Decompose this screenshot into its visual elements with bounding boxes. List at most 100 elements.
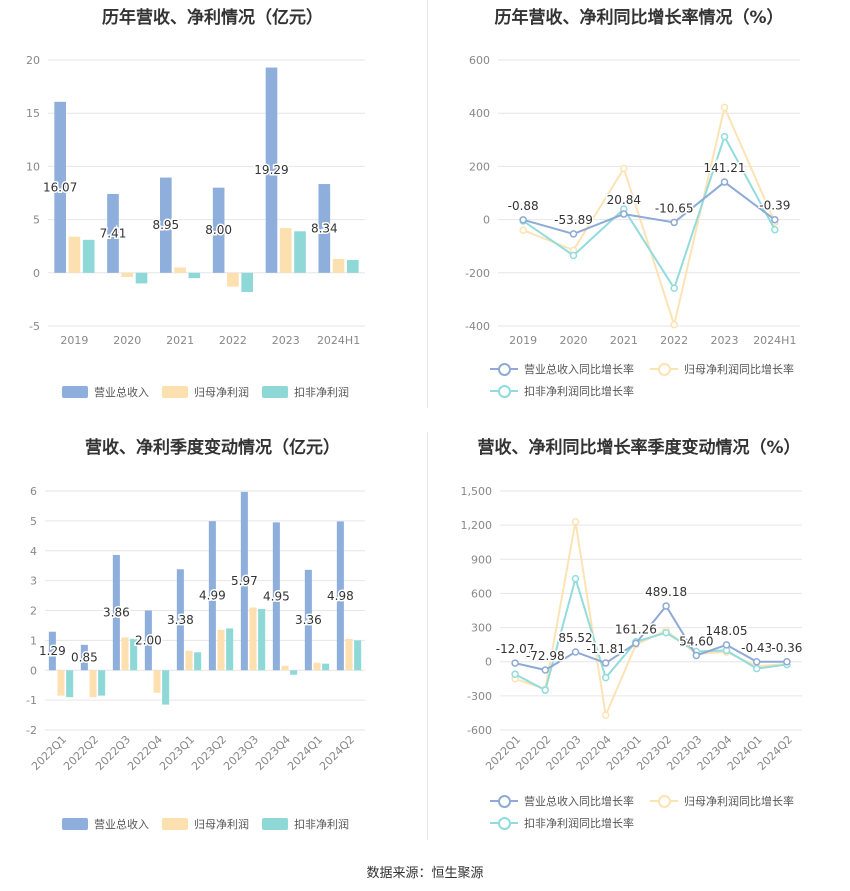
bar[interactable]	[258, 609, 266, 671]
data-point[interactable]	[620, 210, 628, 218]
bar[interactable]	[185, 650, 193, 671]
data-point[interactable]	[720, 178, 729, 186]
chart-annual-bar: -5 0 5 10 15 20 2019 2020 2021 2022 2023 2024H1 16.0…	[26, 54, 365, 347]
legend-item-revenue[interactable]: 营业总收入	[62, 816, 149, 832]
data-point[interactable]	[571, 574, 580, 583]
bar[interactable]	[249, 607, 257, 671]
bar[interactable]	[279, 228, 292, 273]
bar[interactable]	[240, 491, 248, 671]
data-point[interactable]	[571, 517, 580, 526]
legend-item-deducted-profit[interactable]: 扣非净利润	[262, 384, 349, 400]
data-point[interactable]	[620, 164, 628, 173]
bar[interactable]	[265, 67, 278, 273]
series-line	[522, 104, 776, 329]
data-point[interactable]	[511, 670, 519, 678]
data-point[interactable]	[752, 658, 761, 666]
data-point[interactable]	[670, 284, 678, 292]
bar[interactable]	[107, 193, 119, 273]
legend-item-net-profit-growth[interactable]: 归母净利润同比增长率	[650, 361, 794, 377]
bar[interactable]	[188, 272, 201, 279]
legend-item-net-profit[interactable]: 归母净利润	[162, 816, 249, 832]
data-point[interactable]	[662, 602, 670, 610]
chart-quarterly-line: -600-30003006009001,2001,5002022Q12022Q2…	[461, 485, 804, 773]
data-point[interactable]	[519, 226, 527, 234]
bar[interactable]	[336, 521, 344, 671]
legend-item-revenue-growth[interactable]: 营业总收入同比增长率	[490, 793, 634, 809]
bar[interactable]	[66, 670, 74, 698]
legend-item-deducted-profit[interactable]: 扣非净利润	[262, 816, 349, 832]
bar[interactable]	[68, 236, 81, 273]
data-point[interactable]	[601, 673, 610, 682]
data-point[interactable]	[541, 686, 550, 694]
bar[interactable]	[82, 239, 95, 273]
bar[interactable]	[57, 670, 65, 696]
bar[interactable]	[226, 628, 234, 671]
bar[interactable]	[135, 272, 148, 284]
bar[interactable]	[194, 652, 202, 671]
y-tick-label: 20	[26, 54, 40, 67]
bar[interactable]	[176, 569, 184, 671]
bar[interactable]	[304, 569, 312, 671]
bar[interactable]	[80, 644, 88, 671]
data-point[interactable]	[511, 659, 519, 667]
data-point[interactable]	[571, 648, 580, 656]
data-point[interactable]	[720, 132, 729, 141]
data-point[interactable]	[692, 651, 701, 660]
bar[interactable]	[208, 521, 216, 671]
legend-item-deducted-profit-growth[interactable]: 扣非净利润同比增长率	[490, 383, 634, 399]
bar[interactable]	[217, 629, 225, 671]
bar[interactable]	[212, 187, 225, 273]
data-point[interactable]	[569, 251, 578, 260]
legend-item-revenue[interactable]: 营业总收入	[62, 384, 149, 400]
data-point[interactable]	[662, 628, 670, 637]
bar[interactable]	[121, 272, 134, 278]
data-point[interactable]	[541, 666, 550, 674]
data-point[interactable]	[752, 664, 761, 673]
bar[interactable]	[112, 554, 120, 671]
data-point[interactable]	[601, 659, 610, 667]
bar[interactable]	[241, 272, 253, 292]
y-tick-label: 6	[30, 485, 37, 498]
data-point[interactable]	[771, 225, 779, 234]
data-point[interactable]	[783, 658, 791, 666]
data-point[interactable]	[632, 639, 640, 648]
bar[interactable]	[130, 638, 138, 671]
data-point[interactable]	[569, 230, 578, 238]
bar[interactable]	[281, 665, 289, 671]
data-point[interactable]	[601, 711, 610, 719]
bar[interactable]	[322, 663, 330, 671]
legend-item-net-profit-growth[interactable]: 归母净利润同比增长率	[650, 793, 794, 809]
data-point[interactable]	[720, 103, 729, 112]
bar[interactable]	[160, 177, 172, 273]
bar[interactable]	[153, 670, 161, 693]
bar[interactable]	[347, 260, 359, 273]
data-point[interactable]	[722, 641, 731, 649]
data-point[interactable]	[771, 215, 779, 224]
bar[interactable]	[121, 637, 129, 671]
bar[interactable]	[318, 184, 331, 273]
legend-item-net-profit[interactable]: 归母净利润	[162, 384, 249, 400]
bar[interactable]	[290, 670, 298, 675]
bar[interactable]	[313, 662, 321, 671]
bar[interactable]	[89, 670, 97, 698]
bar[interactable]	[345, 638, 353, 671]
data-point[interactable]	[519, 216, 527, 224]
bar[interactable]	[354, 640, 362, 671]
bar[interactable]	[54, 101, 66, 273]
bar[interactable]	[144, 610, 152, 671]
bar[interactable]	[294, 231, 306, 273]
legend-label: 扣非净利润同比增长率	[524, 817, 634, 830]
bar[interactable]	[174, 267, 186, 273]
bar[interactable]	[98, 670, 106, 696]
bar[interactable]	[332, 258, 345, 273]
data-point[interactable]	[670, 320, 678, 329]
legend-item-revenue-growth[interactable]: 营业总收入同比增长率	[490, 361, 634, 377]
bar[interactable]	[162, 670, 170, 705]
data-point[interactable]	[670, 218, 678, 227]
bar[interactable]	[48, 631, 56, 671]
bar[interactable]	[227, 272, 239, 287]
data-label: -12.07	[496, 642, 535, 656]
legend-swatch	[490, 385, 518, 398]
bar[interactable]	[272, 522, 280, 671]
legend-item-deducted-profit-growth[interactable]: 扣非净利润同比增长率	[490, 815, 634, 831]
